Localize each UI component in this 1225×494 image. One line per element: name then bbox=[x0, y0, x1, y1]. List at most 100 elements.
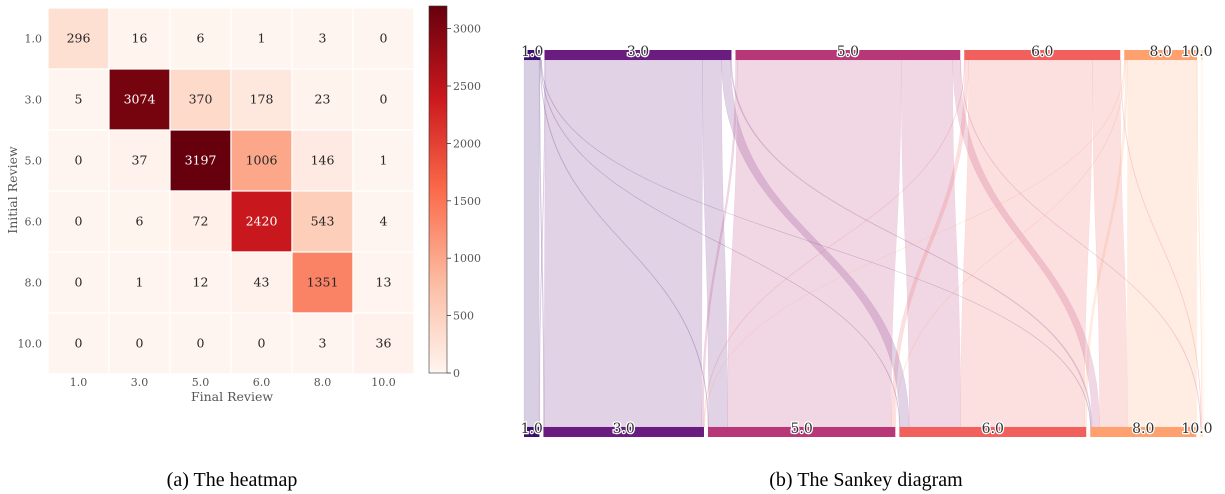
sankey-target-node bbox=[524, 427, 540, 437]
heatmap-cell bbox=[352, 190, 415, 253]
sankey-caption: (b) The Sankey diagram bbox=[769, 469, 963, 491]
sankey-source-label: 5.0 bbox=[837, 44, 859, 60]
heatmap-cell-value: 1 bbox=[136, 275, 144, 290]
heatmap-x-tick-label: 3.0 bbox=[131, 376, 149, 389]
heatmap-cell-value: 6 bbox=[197, 31, 205, 46]
heatmap-cell-value: 4 bbox=[380, 214, 388, 229]
heatmap-colorbar: 0 500 1000 1500 2000 2500 3000 bbox=[428, 5, 481, 380]
heatmap-cell bbox=[291, 129, 354, 192]
heatmap-x-ticks: 1.0 3.0 5.0 6.0 8.0 10.0 bbox=[70, 376, 396, 389]
heatmap-cell-value: 370 bbox=[189, 92, 213, 107]
heatmap-cell-value: 5 bbox=[75, 92, 83, 107]
heatmap-cell bbox=[230, 251, 293, 314]
colorbar-tick-label: 1000 bbox=[453, 252, 481, 265]
heatmap-cell-value: 1 bbox=[380, 153, 388, 168]
heatmap-x-tick-label: 1.0 bbox=[70, 376, 88, 389]
sankey-source-node bbox=[735, 50, 961, 60]
sankey-source-node bbox=[964, 50, 1121, 60]
heatmap-x-tick-label: 10.0 bbox=[371, 376, 396, 389]
sankey-link bbox=[1084, 59, 1128, 428]
heatmap-cell-value: 1351 bbox=[307, 275, 339, 290]
heatmap-cell bbox=[108, 68, 171, 131]
sankey-source-node bbox=[524, 50, 541, 60]
heatmap-cell bbox=[291, 190, 354, 253]
heatmap-cell bbox=[352, 312, 415, 375]
heatmap-cell-value: 0 bbox=[197, 336, 205, 351]
sankey-source-node bbox=[1201, 50, 1204, 60]
sankey-node-labels: 1.0 3.0 5.0 6.0 8.0 10.0 1.0 3.0 5.0 6.0 8.0 10.0 bbox=[519, 43, 1214, 439]
heatmap-cell-value: 0 bbox=[75, 214, 83, 229]
heatmap-cell-value: 0 bbox=[75, 153, 83, 168]
sankey-link bbox=[543, 59, 703, 428]
heatmap-cell-value: 0 bbox=[380, 31, 388, 46]
sankey-link bbox=[523, 59, 540, 428]
sankey-source-label: 8.0 bbox=[1149, 44, 1171, 60]
heatmap-cell-value: 37 bbox=[132, 153, 148, 168]
heatmap-cell-value: 1006 bbox=[246, 153, 278, 168]
heatmap-cell bbox=[230, 68, 293, 131]
heatmap-cell-value: 3197 bbox=[185, 153, 217, 168]
heatmap-cell-value: 12 bbox=[193, 275, 209, 290]
sankey-target-label: 6.0 bbox=[982, 421, 1004, 437]
sankey-target-label: 10.0 bbox=[1181, 421, 1212, 437]
colorbar-tick-label: 2500 bbox=[453, 80, 481, 93]
heatmap-cell bbox=[108, 129, 171, 192]
sankey-target-label: 5.0 bbox=[791, 421, 813, 437]
sankey-source-node bbox=[1124, 50, 1198, 60]
heatmap-cell-value: 3074 bbox=[124, 92, 156, 107]
heatmap-y-axis-label: Initial Review bbox=[5, 146, 20, 234]
colorbar-gradient bbox=[428, 5, 448, 374]
heatmap-cell-value: 0 bbox=[136, 336, 144, 351]
heatmap-cell-value: 43 bbox=[254, 275, 270, 290]
colorbar-tick-label: 0 bbox=[453, 367, 460, 380]
sankey-target-node bbox=[543, 427, 704, 437]
sankey-link bbox=[1127, 59, 1198, 428]
heatmap-cell bbox=[291, 312, 354, 375]
heatmap-cell-value: 1 bbox=[258, 31, 266, 46]
heatmap-y-tick-label: 8.0 bbox=[25, 277, 43, 290]
heatmap-cell-value: 0 bbox=[380, 92, 388, 107]
colorbar-tick-label: 500 bbox=[453, 310, 474, 323]
heatmap-x-tick-label: 5.0 bbox=[192, 376, 210, 389]
heatmap-cell bbox=[47, 7, 110, 70]
sankey-source-label: 1.0 bbox=[521, 44, 543, 60]
heatmap-cell-value: 0 bbox=[75, 336, 83, 351]
heatmap-cell bbox=[352, 68, 415, 131]
heatmap-cell bbox=[169, 251, 232, 314]
heatmap-cell-value: 296 bbox=[67, 31, 91, 46]
colorbar-tick-label: 3000 bbox=[453, 23, 481, 36]
sankey-target-node bbox=[707, 427, 896, 437]
heatmap-cell-value: 36 bbox=[376, 336, 392, 351]
heatmap-y-tick-label: 5.0 bbox=[25, 155, 43, 168]
heatmap-cell-value: 6 bbox=[136, 214, 144, 229]
heatmap-cell bbox=[169, 7, 232, 70]
heatmap-cell bbox=[169, 190, 232, 253]
heatmap-cell-value: 178 bbox=[250, 92, 274, 107]
sankey-target-node bbox=[1200, 427, 1203, 437]
sankey-source-label: 10.0 bbox=[1181, 44, 1212, 60]
heatmap-cell-value: 146 bbox=[311, 153, 335, 168]
heatmap-cell bbox=[352, 129, 415, 192]
heatmap-cell bbox=[352, 7, 415, 70]
sankey-link bbox=[538, 59, 546, 428]
heatmap-x-tick-label: 6.0 bbox=[253, 376, 271, 389]
sankey-source-label: 6.0 bbox=[1031, 44, 1053, 60]
sankey-link bbox=[1196, 59, 1202, 428]
heatmap-cells: 296 16 6 1 3 05 3074 370 178 23 00 37 3197 1006 146 10 6… bbox=[47, 7, 415, 375]
heatmap-cell-value: 0 bbox=[75, 275, 83, 290]
heatmap-cell-value: 0 bbox=[258, 336, 266, 351]
heatmap-cell bbox=[47, 312, 110, 375]
sankey-target-node bbox=[899, 427, 1087, 437]
heatmap-y-tick-label: 1.0 bbox=[25, 33, 43, 46]
heatmap-cell bbox=[230, 190, 293, 253]
heatmap-y-tick-label: 6.0 bbox=[25, 216, 43, 229]
heatmap-cell-value: 23 bbox=[315, 92, 331, 107]
heatmap-y-tick-label: 10.0 bbox=[18, 338, 43, 351]
heatmap-cell bbox=[108, 190, 171, 253]
heatmap-panel: 296 1 6 6 1 3 0 5 3074 370 178 23 0 0 37 3197 1006 146 1 0 6… bbox=[5, 5, 481, 404]
heatmap-cell-value: 3 bbox=[319, 31, 327, 46]
sankey-links bbox=[523, 59, 1205, 428]
sankey-link bbox=[1201, 59, 1205, 428]
sankey-link bbox=[703, 59, 1126, 428]
